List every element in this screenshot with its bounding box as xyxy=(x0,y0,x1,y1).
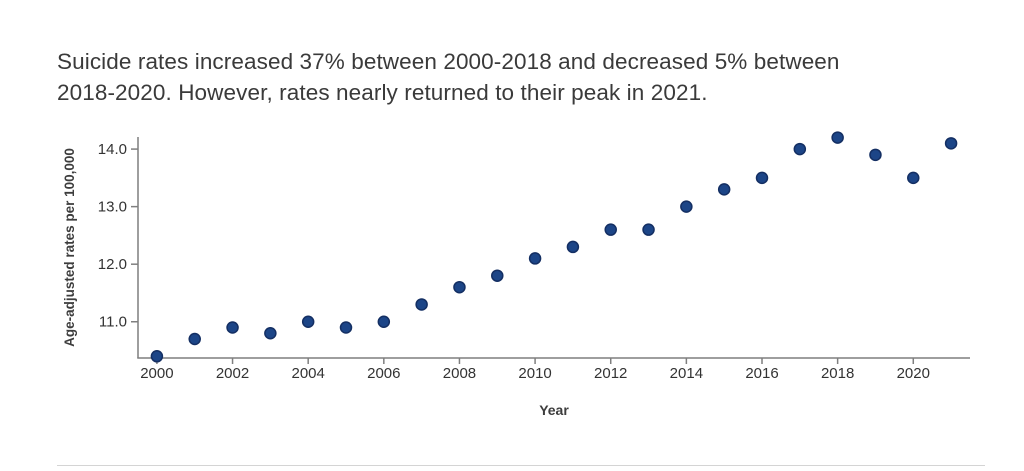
footer-divider xyxy=(57,465,985,466)
data-point-2005 xyxy=(339,321,353,334)
data-point-2018 xyxy=(831,131,844,144)
data-point-2006 xyxy=(377,315,391,328)
data-point-2014 xyxy=(680,200,693,213)
data-point-2020 xyxy=(907,171,920,185)
y-axis-tick-label: 12.0 xyxy=(98,256,127,273)
y-axis-tick-label: 14.0 xyxy=(98,141,127,158)
data-point-2013 xyxy=(642,223,655,236)
data-point-2012 xyxy=(604,223,617,236)
data-point-2003 xyxy=(264,327,277,340)
data-point-2015 xyxy=(717,183,731,196)
data-point-2008 xyxy=(453,280,466,294)
data-point-2001 xyxy=(188,332,201,346)
x-axis-tick-label: 2014 xyxy=(670,365,703,382)
data-point-2019 xyxy=(869,148,882,162)
x-axis-tick-label: 2002 xyxy=(216,365,249,382)
y-axis-tick-label: 11.0 xyxy=(99,314,127,331)
data-point-2010 xyxy=(528,252,542,265)
data-point-2017 xyxy=(793,142,807,156)
x-axis-tick-label: 2008 xyxy=(443,365,476,382)
data-point-2000 xyxy=(150,350,164,363)
chart-title-line-1: Suicide rates increased 37% between 2000… xyxy=(57,49,840,74)
data-point-2021 xyxy=(944,137,958,150)
data-point-2011 xyxy=(566,240,580,254)
data-point-2002 xyxy=(226,321,239,334)
chart-title: Suicide rates increased 37% between 2000… xyxy=(57,46,987,108)
x-axis-tick-label: 2004 xyxy=(291,365,324,382)
x-axis-tick-label: 2018 xyxy=(821,365,854,382)
chart-title-line-2: 2018-2020. However, rates nearly returne… xyxy=(57,80,708,105)
x-axis-tick-label: 2006 xyxy=(367,365,400,382)
data-point-2009 xyxy=(491,269,504,282)
x-axis-tick-label: 2020 xyxy=(897,365,930,382)
y-axis-tick-label: 13.0 xyxy=(98,199,127,216)
data-point-2007 xyxy=(415,298,428,311)
y-axis-title: Age-adjusted rates per 100,000 xyxy=(62,148,77,347)
x-axis-tick-label: 2010 xyxy=(518,365,551,382)
x-axis-title: Year xyxy=(539,402,569,418)
x-axis-tick-label: 2016 xyxy=(745,365,778,382)
data-point-2004 xyxy=(301,315,315,328)
x-axis-tick-label: 2000 xyxy=(140,365,173,382)
x-axis-tick-label: 2012 xyxy=(594,365,627,382)
data-point-2016 xyxy=(755,171,769,185)
